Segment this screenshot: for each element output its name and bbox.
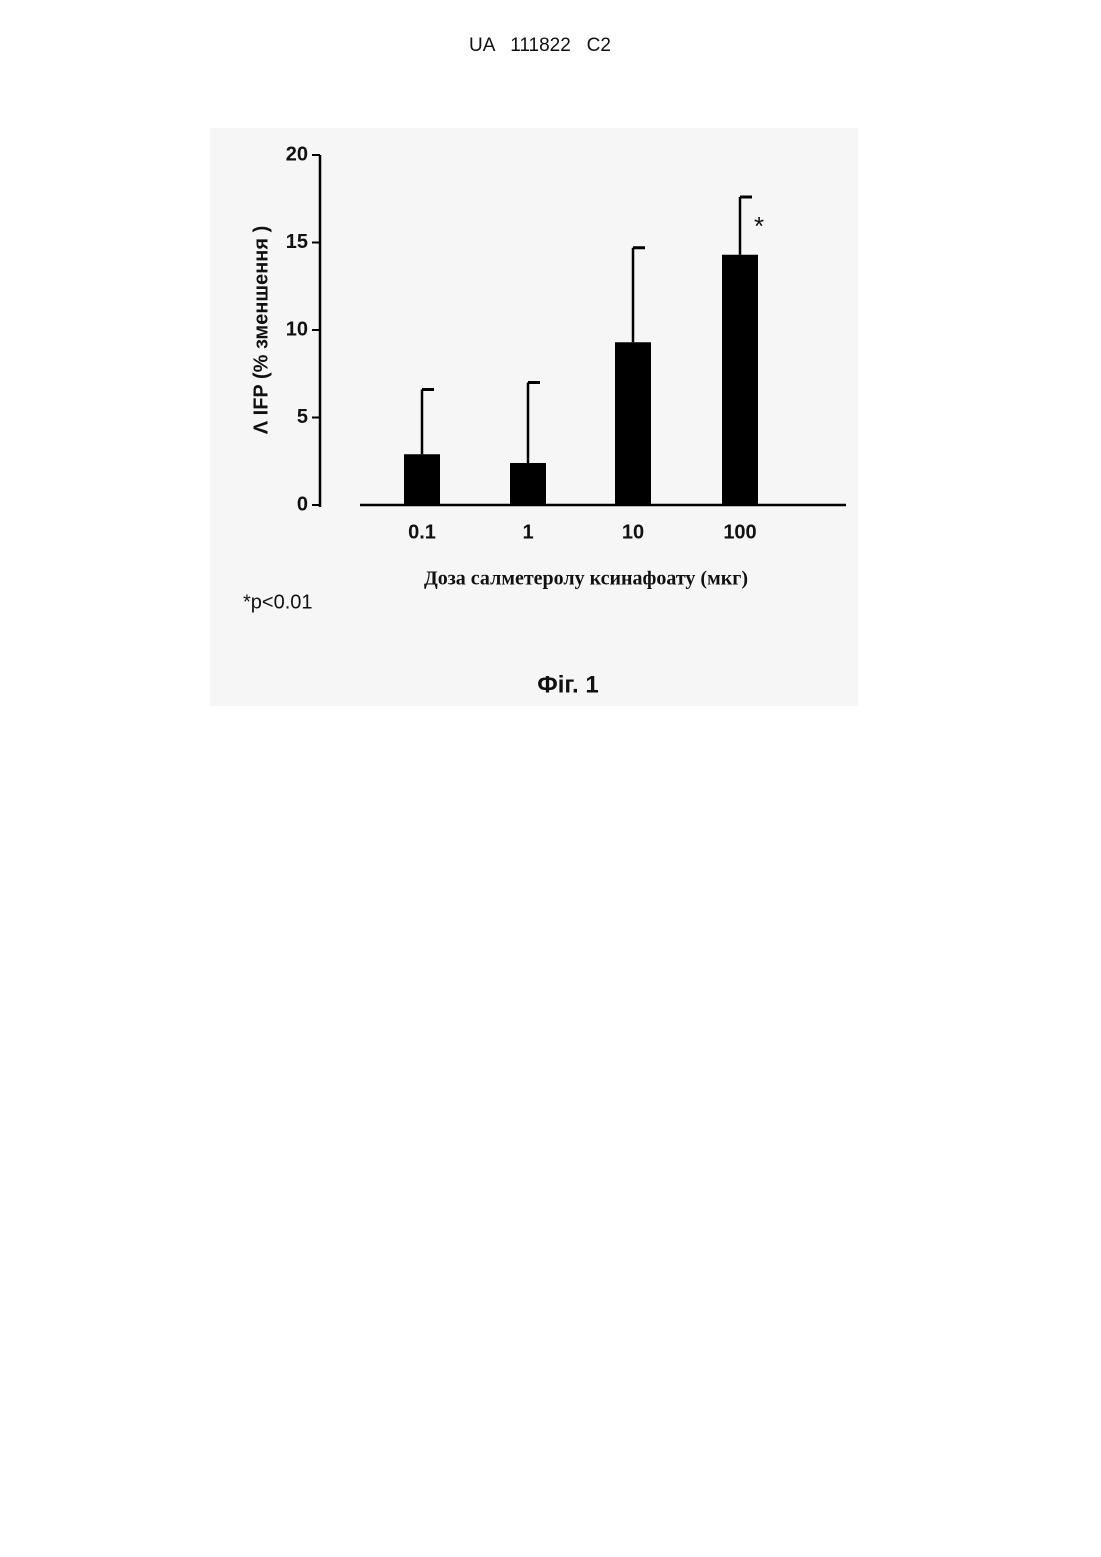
- bar: [510, 463, 546, 505]
- y-tick-label: 5: [297, 406, 308, 428]
- page: UA 111822 C2 Λ IFP (% зменшення ) Доза с…: [0, 0, 1101, 1557]
- y-tick-label: 0: [297, 493, 308, 515]
- y-axis-label: Λ IFP (% зменшення ): [250, 226, 272, 435]
- figure-caption: Фіг. 1: [537, 671, 598, 698]
- x-tick-label: 1: [522, 521, 533, 543]
- page-header: UA 111822 C2: [469, 35, 611, 56]
- bar: [404, 454, 440, 505]
- bar: [722, 255, 758, 505]
- y-tick-label: 15: [286, 231, 308, 253]
- bar: [615, 342, 651, 505]
- x-tick-label: 0.1: [408, 521, 436, 543]
- note: *p<0.01: [243, 591, 313, 613]
- y-tick-label: 10: [286, 318, 308, 340]
- y-tick-label: 20: [286, 143, 308, 165]
- x-tick-label: 100: [723, 521, 756, 543]
- x-axis-label: Доза салметеролу ксинафоату (мкг): [424, 568, 748, 590]
- annotation: *: [754, 211, 764, 241]
- x-tick-label: 10: [622, 521, 644, 543]
